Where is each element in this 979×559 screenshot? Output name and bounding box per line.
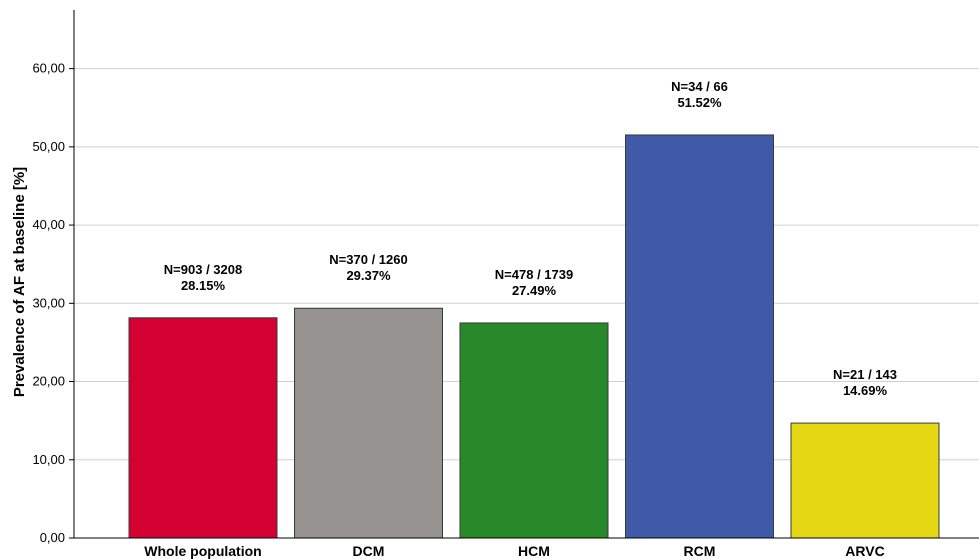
x-category-label: Whole population <box>144 543 261 559</box>
y-tick-label: 0,00 <box>40 530 65 545</box>
y-tick-label: 10,00 <box>32 452 65 467</box>
x-category-label: RCM <box>684 543 716 559</box>
percent-label: 51.52% <box>677 95 722 110</box>
y-tick-label: 50,00 <box>32 139 65 154</box>
bar <box>294 307 443 539</box>
y-tick-label: 60,00 <box>32 61 65 76</box>
count-label: N=34 / 66 <box>671 79 728 94</box>
percent-label: 28.15% <box>181 278 226 293</box>
y-tick-label: 20,00 <box>32 374 65 389</box>
bar <box>459 322 609 539</box>
bar <box>790 422 940 539</box>
percent-label: 27.49% <box>512 283 557 298</box>
bar <box>128 317 278 539</box>
percent-label: 29.37% <box>346 268 391 283</box>
bar <box>625 134 774 539</box>
percent-label: 14.69% <box>843 383 888 398</box>
count-label: N=478 / 1739 <box>495 267 573 282</box>
y-axis-title: Prevalence of AF at baseline [%] <box>11 167 28 397</box>
x-category-label: DCM <box>353 543 385 559</box>
count-label: N=21 / 143 <box>833 367 897 382</box>
y-tick-labels: 0,00 10,00 20,00 30,00 40,00 50,00 60,00 <box>32 61 74 545</box>
bars <box>128 134 940 539</box>
y-tick-label: 30,00 <box>32 295 65 310</box>
count-label: N=903 / 3208 <box>164 262 242 277</box>
axes <box>73 10 979 539</box>
x-category-labels: Whole population DCM HCM RCM ARVC <box>144 543 884 559</box>
y-tick-label: 40,00 <box>32 217 65 232</box>
x-category-label: HCM <box>518 543 550 559</box>
x-category-label: ARVC <box>845 543 884 559</box>
count-label: N=370 / 1260 <box>329 252 407 267</box>
